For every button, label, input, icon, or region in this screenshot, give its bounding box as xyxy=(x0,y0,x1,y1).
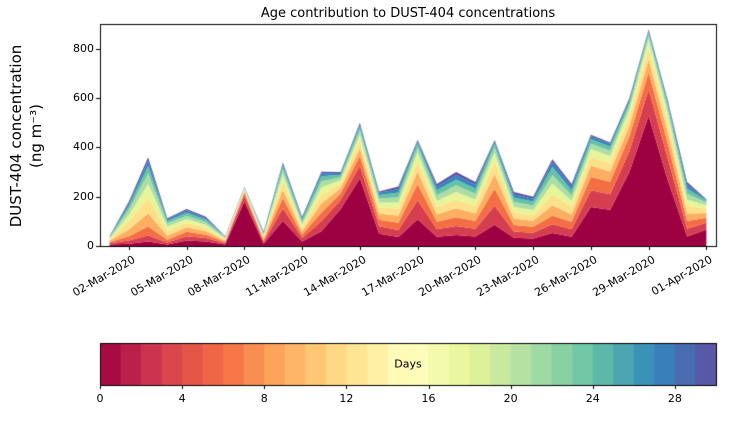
colorbar-tick-label: 28 xyxy=(667,392,682,405)
colorbar-tick-label: 0 xyxy=(96,392,104,405)
y-axis-label: DUST-404 concentration (ng m⁻³) xyxy=(6,44,45,228)
colorbar-tick-label: 4 xyxy=(178,392,186,405)
colorbar-tick-label: 24 xyxy=(585,392,600,405)
colorbar-label: Days xyxy=(394,357,422,371)
colorbar-tick-label: 8 xyxy=(260,392,268,405)
colorbar-tick-label: 20 xyxy=(503,392,518,405)
y-tick-label: 800 xyxy=(73,41,94,55)
chart-title: Age contribution to DUST-404 concentrati… xyxy=(260,6,556,21)
y-tick-label: 600 xyxy=(73,91,94,104)
colorbar-tick-label: 12 xyxy=(339,392,354,405)
y-tick-label: 200 xyxy=(73,189,94,203)
y-tick-label: 400 xyxy=(73,140,94,154)
y-tick-label: 0 xyxy=(87,239,94,252)
colorbar-tick-label: 16 xyxy=(421,392,436,405)
